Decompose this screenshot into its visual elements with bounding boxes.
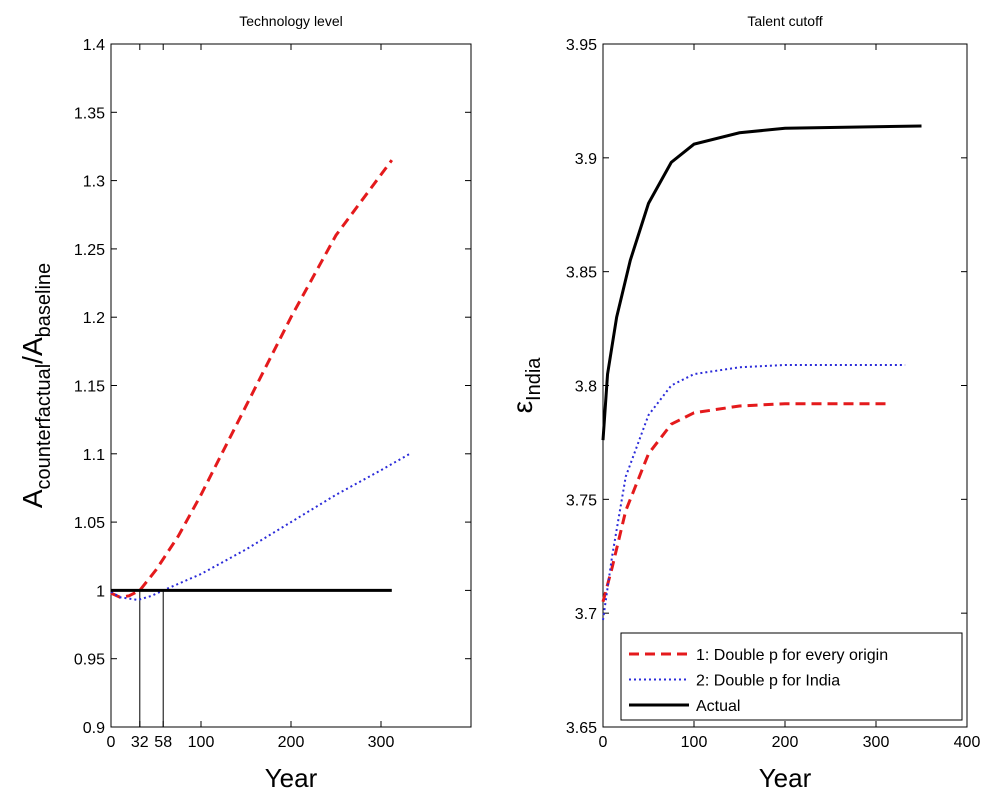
y-tick-label: 3.95 [566, 37, 597, 54]
x-tick-label: 0 [599, 734, 608, 751]
y-tick-label: 3.65 [566, 720, 597, 737]
y-label-subscript: baseline [33, 263, 55, 338]
chart-title: Technology level [239, 13, 343, 29]
y-tick-label: 3.7 [575, 606, 597, 623]
y-label-subscript: counterfactual [33, 364, 55, 490]
x-tick-label: 400 [954, 734, 981, 751]
x-tick-label: 100 [681, 734, 708, 751]
series-line [110, 159, 394, 599]
chart-title: Talent cutoff [747, 13, 822, 29]
y-tick-label: 1.35 [74, 105, 105, 122]
y-tick-label: 1.4 [83, 37, 105, 54]
y-tick-label: 1.05 [74, 515, 105, 532]
y-tick-label: 3.9 [575, 151, 597, 168]
y-tick-label: 1.15 [74, 379, 105, 396]
x-tick-label: 100 [188, 734, 215, 751]
y-tick-label: 1.1 [83, 447, 105, 464]
y-axis-label: Acounterfactual/Abaseline [17, 263, 55, 508]
y-tick-label: 1.25 [74, 242, 105, 259]
x-axis-label: Year [759, 763, 812, 793]
y-tick-label: 3.75 [566, 492, 597, 509]
x-tick-label: 58 [154, 734, 172, 751]
legend-label: Actual [696, 698, 740, 715]
y-tick-label: 3.8 [575, 379, 597, 396]
legend-label: 2: Double p for India [696, 673, 840, 690]
y-tick-label: 1.3 [83, 174, 105, 191]
x-tick-label: 32 [131, 734, 149, 751]
x-tick-label: 300 [368, 734, 395, 751]
plot-area [110, 43, 472, 728]
y-label-part: A [17, 489, 48, 508]
y-tick-label: 0.9 [83, 720, 105, 737]
y-tick-label: 1.2 [83, 310, 105, 327]
series-line [602, 364, 906, 621]
y-tick-label: 3.85 [566, 265, 597, 282]
y-axis-label: εIndia [507, 357, 545, 414]
series-line [601, 124, 922, 441]
plot-area [602, 43, 968, 728]
x-tick-label: 0 [107, 734, 116, 751]
series-line [110, 452, 411, 601]
series-line [601, 402, 887, 603]
y-tick-label: 1 [96, 583, 105, 600]
y-label-part: ε [507, 401, 538, 413]
x-tick-label: 300 [863, 734, 890, 751]
x-tick-label: 200 [772, 734, 799, 751]
legend-label: 1: Double p for every origin [696, 647, 888, 664]
x-tick-label: 200 [278, 734, 305, 751]
x-axis-label: Year [265, 763, 318, 793]
y-label-part: /A [17, 337, 48, 364]
y-label-subscript: India [523, 357, 545, 401]
y-tick-label: 0.95 [74, 652, 105, 669]
